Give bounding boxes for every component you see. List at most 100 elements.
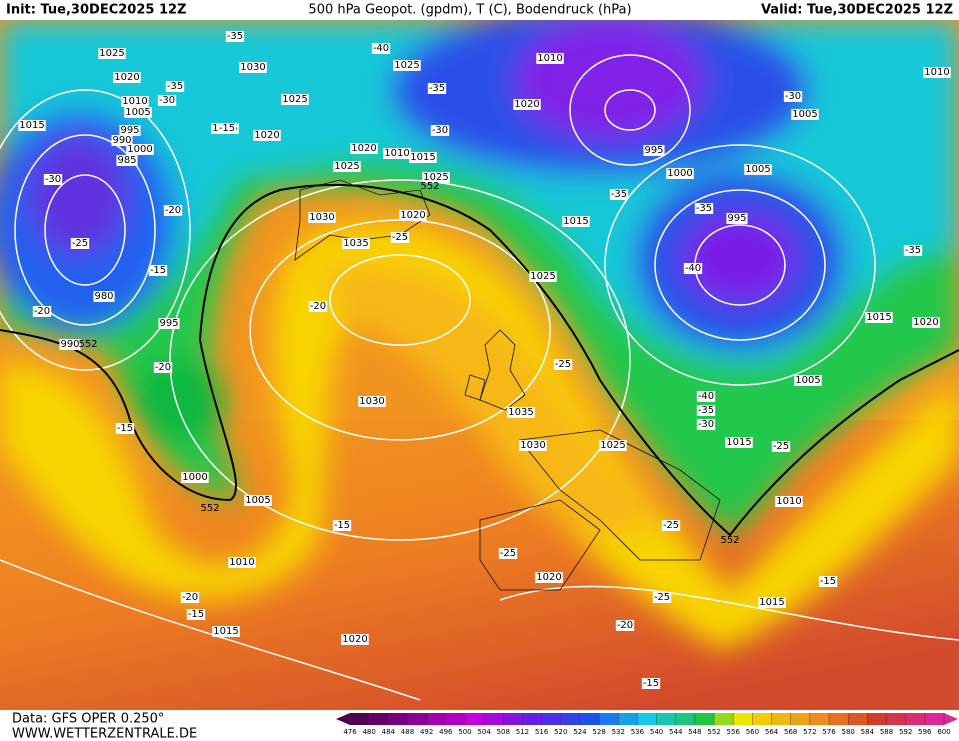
temperature-label: -15 xyxy=(219,123,235,134)
temperature-label: -20 xyxy=(617,620,633,631)
map-label: 1030 xyxy=(358,396,386,407)
label-box xyxy=(696,391,716,402)
polar-core xyxy=(515,20,705,140)
temperature-label: -20 xyxy=(34,306,50,317)
map-label: 1015 xyxy=(409,152,437,163)
map-label: 1010 xyxy=(383,148,411,159)
colorbar-swatch xyxy=(733,713,753,725)
map-label: 1000 xyxy=(181,472,209,483)
temperature-label: -25 xyxy=(392,232,408,243)
colorbar-swatch xyxy=(445,713,466,725)
colorbar-tick-label: 580 xyxy=(842,728,855,736)
map-label: 1020 xyxy=(912,317,940,328)
colorbar-swatch xyxy=(848,713,868,725)
colorbar-tick-label: 556 xyxy=(727,728,741,736)
label-box xyxy=(683,263,703,274)
map-label: -35 xyxy=(694,203,714,214)
header-bar xyxy=(0,0,959,20)
isobar xyxy=(0,559,421,701)
colorbar-swatch xyxy=(369,713,389,725)
map-label: -35 xyxy=(609,189,629,200)
map-label: 1010 xyxy=(923,67,951,78)
temperature-label: -40 xyxy=(685,263,701,274)
map-label: 1030 xyxy=(519,440,547,451)
colorbar-tick-label: 508 xyxy=(497,728,510,736)
temperature-label: -15 xyxy=(820,576,836,587)
label-box xyxy=(244,495,272,506)
colorbar-arrow xyxy=(336,713,350,725)
temperature-label: -35 xyxy=(227,31,243,42)
isobar-label: 1030 xyxy=(359,396,384,407)
colorbar-tick-label: 488 xyxy=(401,728,414,736)
map-title: 500 hPa Geopot. (gpdm), T (C), Bodendruc… xyxy=(308,3,631,18)
label-box xyxy=(119,125,141,136)
colorbar-tick-label: 584 xyxy=(861,728,875,736)
map-label: 1025 xyxy=(393,60,421,71)
map-label: 1010 xyxy=(536,53,564,64)
temperature-label: -35 xyxy=(696,203,712,214)
label-box xyxy=(181,472,209,483)
isobar-label: 1020 xyxy=(254,130,279,141)
colorbar-tick-label: 544 xyxy=(669,728,683,736)
green-patch xyxy=(135,360,225,440)
data-source: Data: GFS OPER 0.250° xyxy=(12,712,164,727)
isobar xyxy=(604,144,876,386)
colorbar-swatch xyxy=(464,713,485,725)
label-box xyxy=(422,172,450,183)
map-label: 1005 xyxy=(791,109,819,120)
label-box xyxy=(726,213,748,224)
colorbar-swatch xyxy=(867,713,888,725)
isobar-label: 1005 xyxy=(125,107,150,118)
website: WWW.WETTERZENTRALE.DE xyxy=(12,727,197,741)
colorbar-tick-label: 540 xyxy=(650,728,663,736)
temperature-label: -25 xyxy=(773,441,789,452)
label-box xyxy=(157,95,177,106)
label-box xyxy=(253,130,281,141)
isobar-label: 990 xyxy=(60,339,79,350)
label-box xyxy=(775,496,803,507)
colorbar-tick-label: 512 xyxy=(516,728,529,736)
label-box xyxy=(358,396,386,407)
isobar-label: 1020 xyxy=(400,210,425,221)
map-label: 1005 xyxy=(744,164,772,175)
map-label: 980 xyxy=(93,291,115,302)
isobar-label: 1025 xyxy=(334,161,359,172)
colorbar-swatch xyxy=(618,713,638,725)
map-label: -25 xyxy=(661,520,681,531)
isobar-label: 1035 xyxy=(343,238,368,249)
map-label: -20 xyxy=(163,205,183,216)
label-box xyxy=(113,72,141,83)
colorbar-swatch xyxy=(350,713,370,725)
map-label: -15 xyxy=(217,123,237,134)
temperature-label: -35 xyxy=(429,83,445,94)
label-box xyxy=(535,572,563,583)
label-box xyxy=(228,557,256,568)
map-label: -25 xyxy=(652,592,672,603)
label-box xyxy=(341,634,369,645)
colorbar-tick-label: 592 xyxy=(899,728,912,736)
map-label: 1025 xyxy=(422,172,450,183)
isobar-label: 1005 xyxy=(795,375,820,386)
colorbar-tick-label: 568 xyxy=(784,728,797,736)
label-box xyxy=(98,48,126,59)
map-label: -15 xyxy=(148,265,168,276)
map-label: -20 xyxy=(308,301,328,312)
map-label: -40 xyxy=(683,263,703,274)
low-east-core xyxy=(682,213,798,303)
label-box xyxy=(239,62,267,73)
map-label: 1015 xyxy=(562,216,590,227)
isobar-label: 1025 xyxy=(530,271,555,282)
map-label: 1010 xyxy=(228,557,256,568)
label-box xyxy=(615,620,635,631)
colorbar-swatch xyxy=(426,713,447,725)
isobar xyxy=(604,89,656,131)
labels: 1025 1030 1025 1025 1010 1010 1020 1010 1005 1015… xyxy=(18,31,951,689)
label-box xyxy=(186,609,206,620)
map-label: -35 xyxy=(903,245,923,256)
geopotential-label: 552 xyxy=(78,339,97,350)
colorbar-tick-label: 476 xyxy=(343,728,357,736)
label-box xyxy=(513,99,541,110)
temperature-label: -30 xyxy=(45,174,61,185)
colorbar-tick-label: 484 xyxy=(382,728,396,736)
